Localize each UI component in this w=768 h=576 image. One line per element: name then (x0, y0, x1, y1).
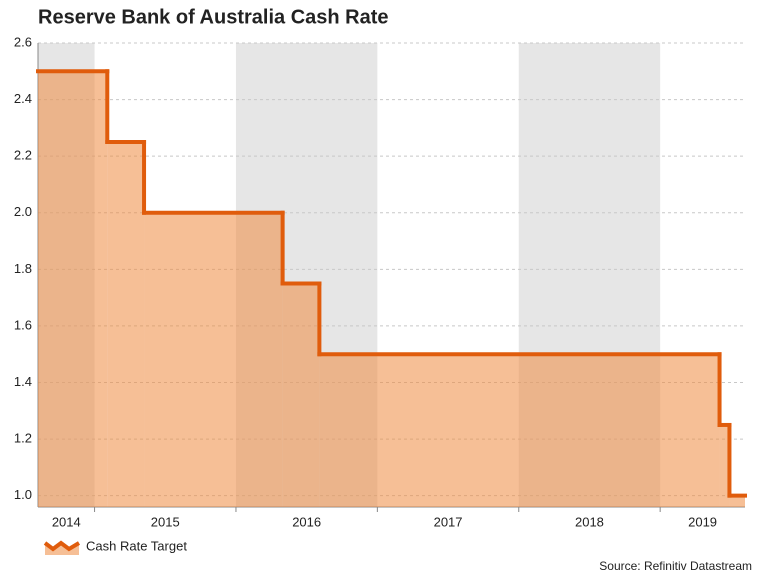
area-step (144, 212, 283, 507)
y-tick-label: 2.4 (14, 91, 32, 106)
legend-swatch-line (43, 540, 81, 552)
area-step (107, 142, 145, 507)
area-step (729, 495, 745, 507)
chart-title: Reserve Bank of Australia Cash Rate (38, 6, 389, 28)
area-step (38, 71, 108, 507)
area-step (282, 283, 320, 507)
y-tick-label: 2.6 (14, 34, 32, 49)
y-tick-label: 1.8 (14, 261, 32, 276)
x-tick-label: 2016 (292, 514, 321, 529)
legend-label: Cash Rate Target (86, 538, 187, 553)
area-step (719, 424, 730, 507)
x-tick-label: 2014 (52, 514, 81, 529)
y-tick-label: 1.2 (14, 431, 32, 446)
y-tick-label: 2.0 (14, 204, 32, 219)
x-tick-label: 2019 (688, 514, 717, 529)
area-step (319, 354, 720, 507)
y-tick-label: 1.4 (14, 374, 32, 389)
legend-swatch-area (45, 543, 79, 555)
y-tick-label: 2.2 (14, 148, 32, 163)
y-tick-label: 1.6 (14, 317, 32, 332)
x-tick-label: 2017 (434, 514, 463, 529)
x-tick-label: 2015 (151, 514, 180, 529)
y-tick-label: 1.0 (14, 487, 32, 502)
x-tick-label: 2018 (575, 514, 604, 529)
source-note: Source: Refinitiv Datastream (599, 559, 752, 573)
